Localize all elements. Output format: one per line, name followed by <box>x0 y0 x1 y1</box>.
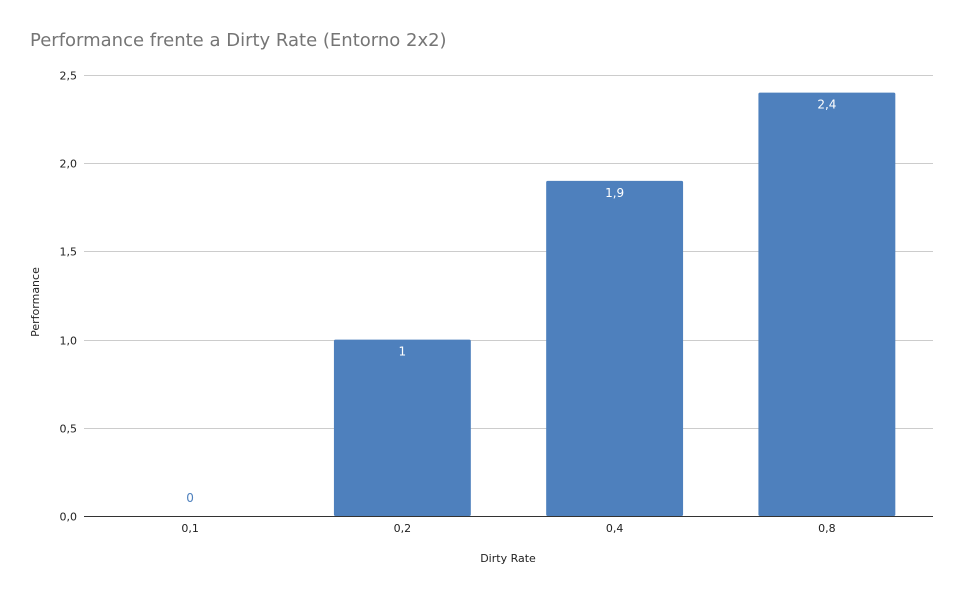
bar <box>333 339 471 516</box>
y-tick-label: 0,5 <box>60 423 78 436</box>
x-tick-label: 0,4 <box>606 522 624 535</box>
bar-data-label: 1 <box>399 345 407 359</box>
bar-data-label: 2,4 <box>817 98 836 112</box>
bar <box>546 180 684 516</box>
x-tick-label: 0,8 <box>818 522 836 535</box>
y-axis-ticks: 0,0 0,5 1,0 1,5 2,0 2,5 <box>60 70 78 524</box>
y-tick-label: 2,5 <box>60 70 78 83</box>
x-axis-ticks: 0,1 0,2 0,4 0,8 <box>181 522 835 535</box>
y-tick-label: 1,0 <box>60 335 78 348</box>
bar-data-label: 0 <box>186 491 194 505</box>
y-axis-title: Performance <box>29 267 42 337</box>
x-axis-title: Dirty Rate <box>480 552 536 565</box>
chart-title: Performance frente a Dirty Rate (Entorno… <box>30 30 447 51</box>
x-tick-label: 0,1 <box>181 522 199 535</box>
y-tick-label: 0,0 <box>60 511 78 524</box>
y-tick-label: 1,5 <box>60 246 78 259</box>
data-labels: 0 1 1,9 2,4 <box>186 98 836 505</box>
y-tick-label: 2,0 <box>60 158 78 171</box>
bars <box>333 92 896 516</box>
bar-data-label: 1,9 <box>605 186 624 200</box>
bar <box>758 92 896 516</box>
x-tick-label: 0,2 <box>394 522 412 535</box>
